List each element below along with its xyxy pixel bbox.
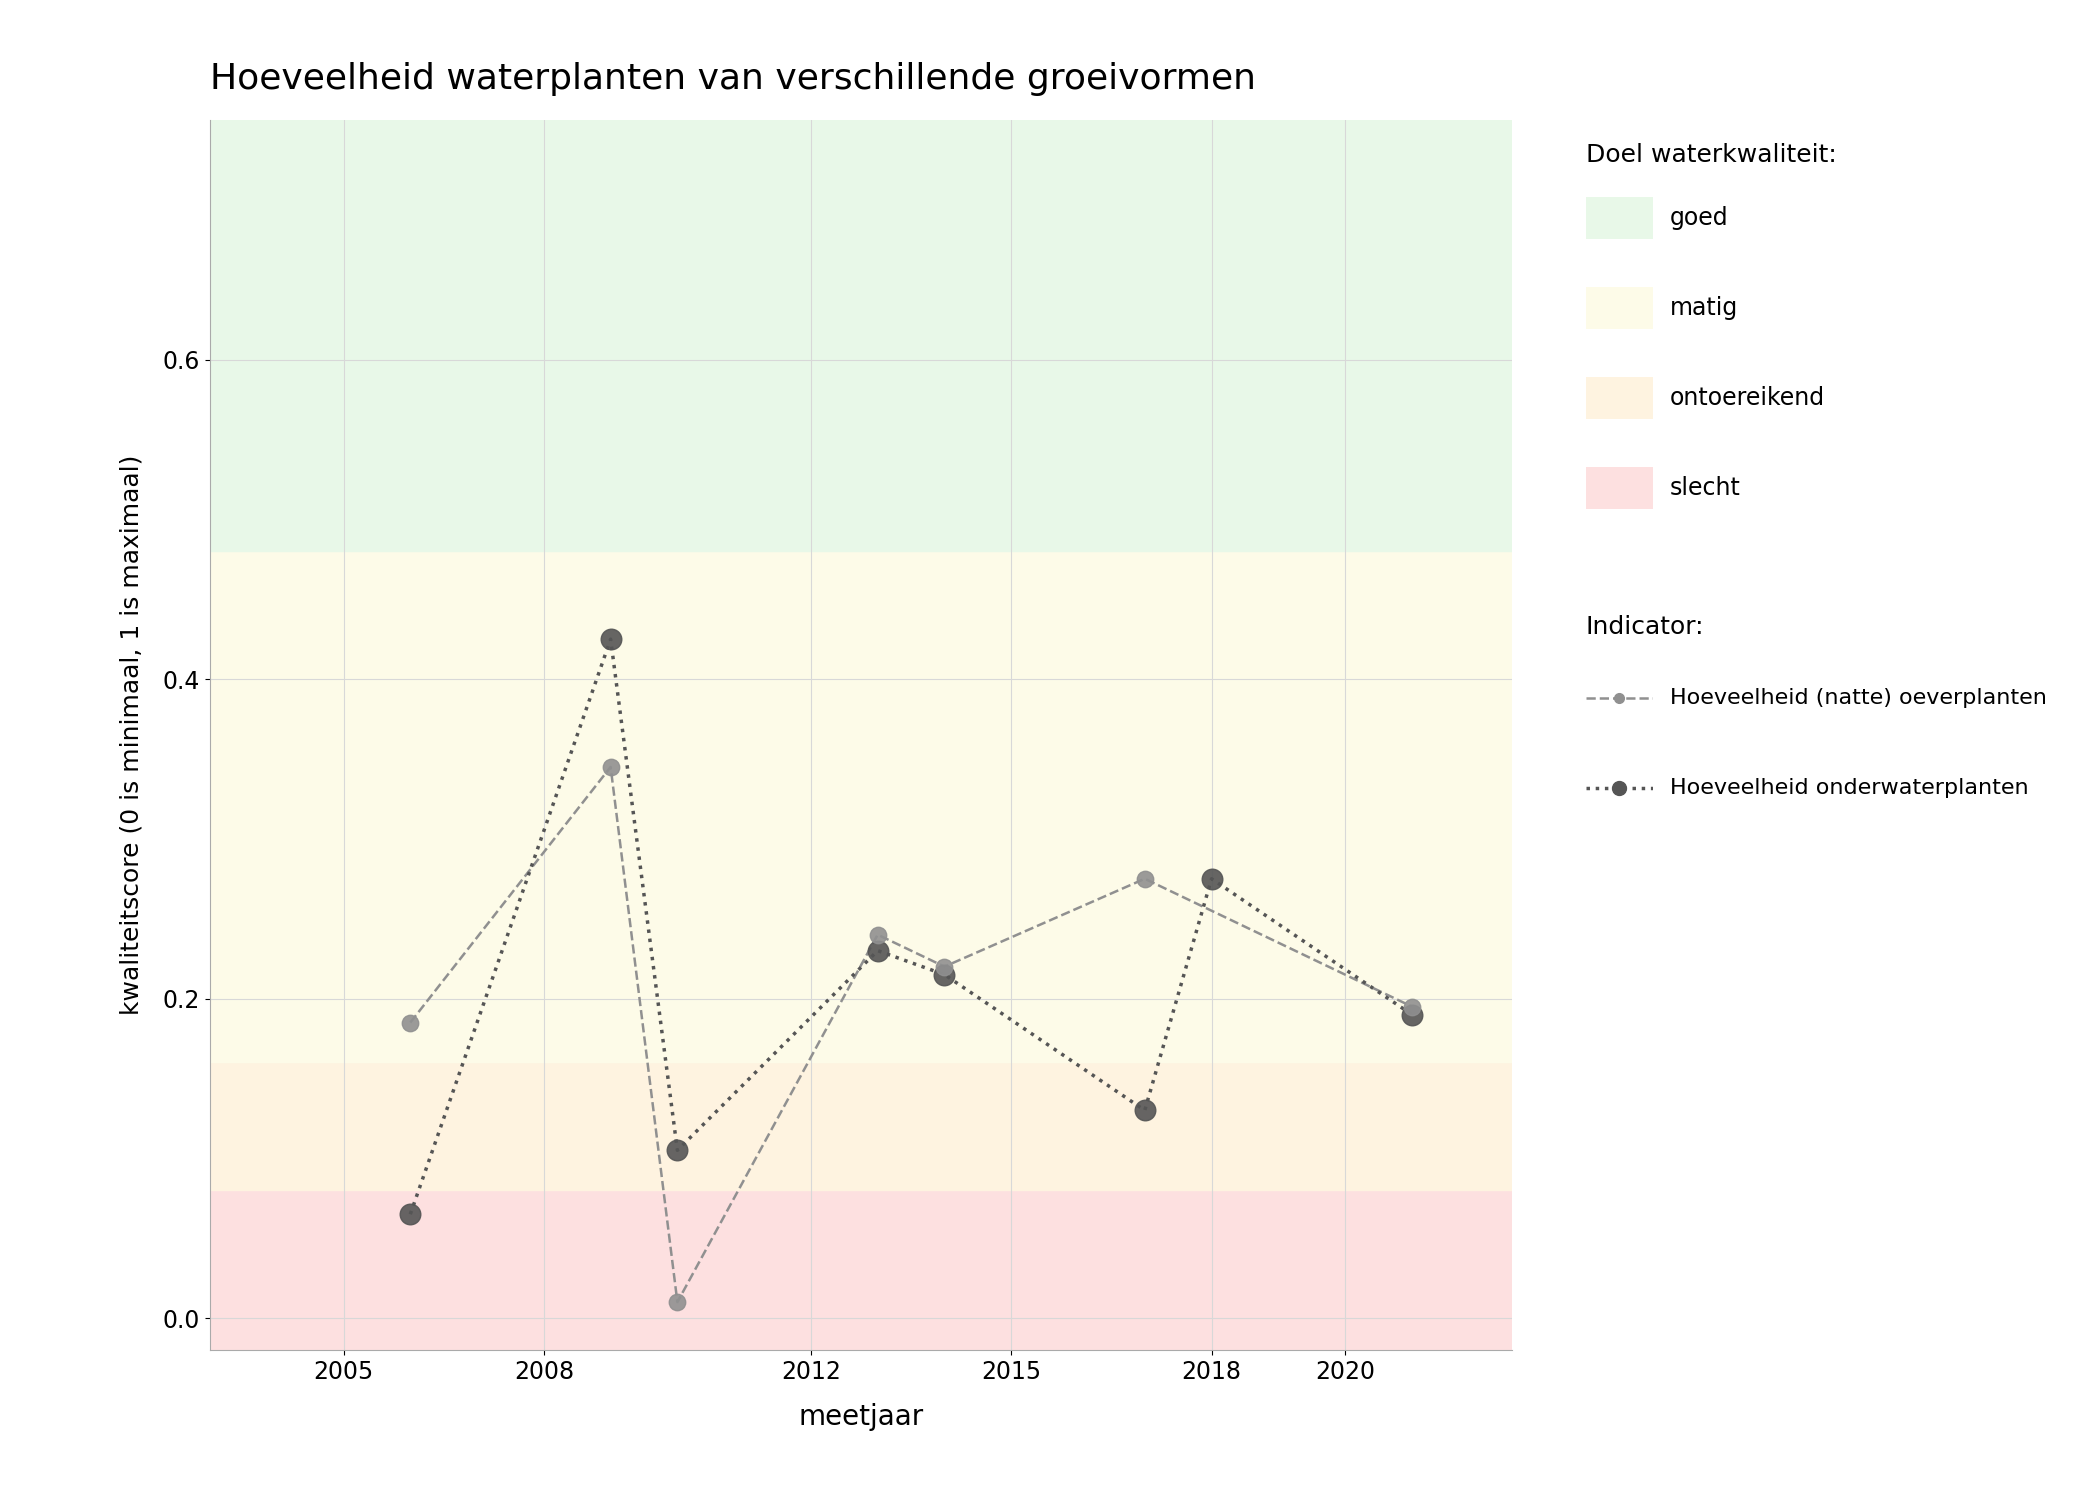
Text: matig: matig xyxy=(1670,296,1739,320)
Point xyxy=(1394,1002,1428,1026)
Point xyxy=(1128,867,1161,891)
Text: Doel waterkwaliteit:: Doel waterkwaliteit: xyxy=(1586,142,1835,166)
Point xyxy=(662,1290,695,1314)
Text: Hoeveelheid waterplanten van verschillende groeivormen: Hoeveelheid waterplanten van verschillen… xyxy=(210,63,1256,96)
Point xyxy=(594,627,628,651)
Point xyxy=(928,963,962,987)
Bar xyxy=(210,1191,1512,1350)
Bar xyxy=(210,552,1512,1062)
Point xyxy=(861,922,895,946)
Text: goed: goed xyxy=(1670,206,1728,230)
Text: ontoereikend: ontoereikend xyxy=(1670,386,1825,410)
Point xyxy=(1394,994,1428,1018)
Bar xyxy=(210,120,1512,552)
Point xyxy=(928,954,962,978)
Point xyxy=(861,939,895,963)
Y-axis label: kwaliteitscore (0 is minimaal, 1 is maximaal): kwaliteitscore (0 is minimaal, 1 is maxi… xyxy=(120,454,143,1016)
X-axis label: meetjaar: meetjaar xyxy=(798,1402,924,1431)
Point xyxy=(662,1138,695,1162)
Text: slecht: slecht xyxy=(1670,476,1741,500)
Point xyxy=(393,1011,426,1035)
Point xyxy=(1195,867,1228,891)
Point xyxy=(393,1202,426,1225)
Text: Indicator:: Indicator: xyxy=(1586,615,1703,639)
Text: Hoeveelheid (natte) oeverplanten: Hoeveelheid (natte) oeverplanten xyxy=(1670,687,2045,708)
Point xyxy=(1128,1098,1161,1122)
Text: Hoeveelheid onderwaterplanten: Hoeveelheid onderwaterplanten xyxy=(1670,777,2029,798)
Point xyxy=(594,754,628,778)
Bar xyxy=(210,1062,1512,1191)
